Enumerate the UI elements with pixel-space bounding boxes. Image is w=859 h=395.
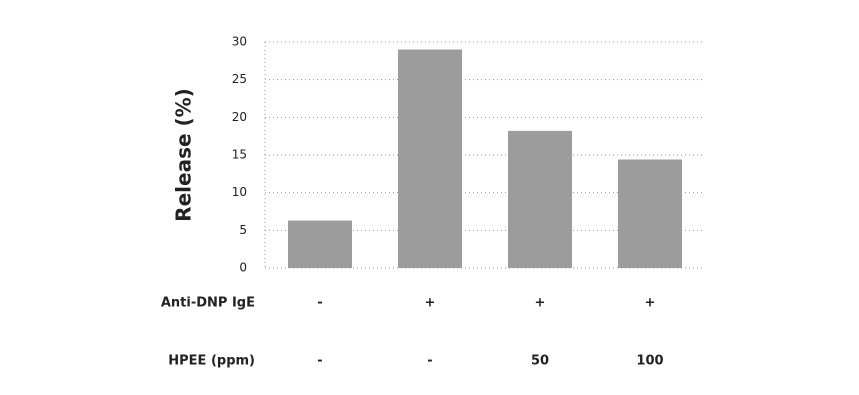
row-value: - xyxy=(317,354,322,369)
y-tick-label: 30 xyxy=(232,35,247,49)
y-axis-label: Release (%) xyxy=(172,88,196,222)
bar xyxy=(398,49,462,269)
bar xyxy=(288,220,352,268)
bar xyxy=(618,159,682,268)
row-value: - xyxy=(427,354,432,369)
row-value: + xyxy=(425,296,436,311)
row-label: HPEE (ppm) xyxy=(168,354,255,369)
y-tick-label: 0 xyxy=(239,261,247,275)
row-value: 50 xyxy=(531,354,549,369)
y-tick-label: 5 xyxy=(239,223,247,237)
row-value: - xyxy=(317,296,322,311)
y-tick-label: 10 xyxy=(232,185,247,199)
row-value: 100 xyxy=(636,354,663,369)
y-tick-label: 25 xyxy=(232,72,247,86)
y-tick-label: 20 xyxy=(232,110,247,124)
row-value: + xyxy=(535,296,546,311)
row-value: + xyxy=(645,296,656,311)
bar xyxy=(508,130,572,268)
row-label: Anti-DNP IgE xyxy=(161,296,255,311)
y-tick-label: 15 xyxy=(232,148,247,162)
